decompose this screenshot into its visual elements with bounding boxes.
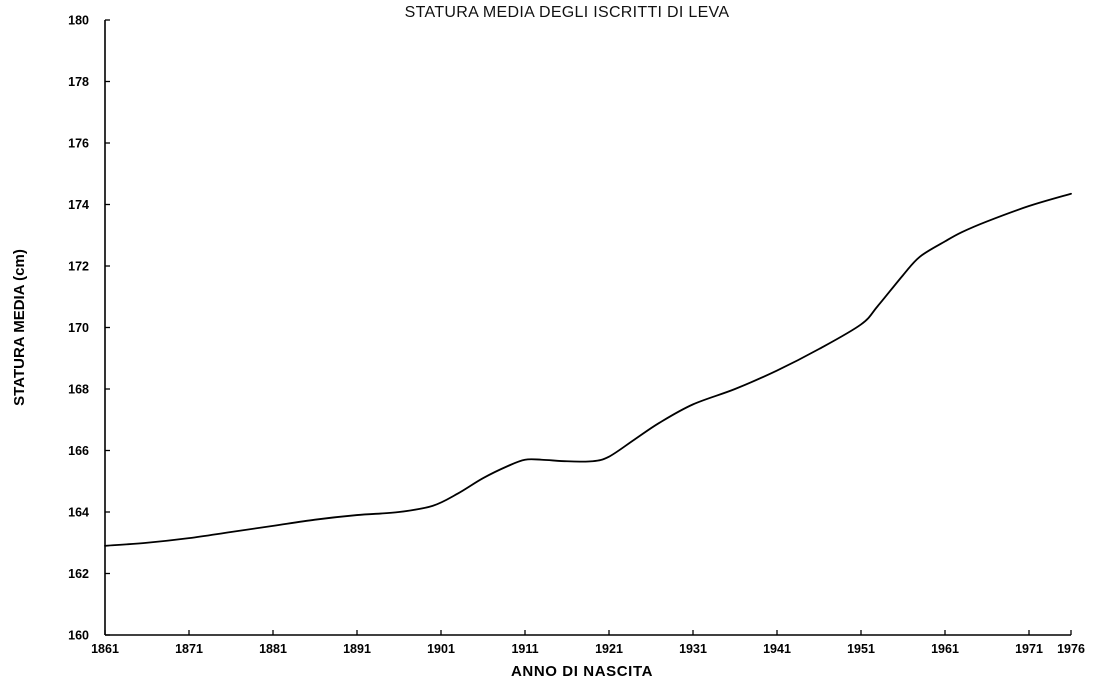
x-tick-label: 1921 (595, 642, 623, 656)
y-tick-label: 176 (68, 137, 89, 151)
y-axis-label: STATURA MEDIA (cm) (11, 249, 28, 406)
x-tick-label: 1931 (679, 642, 707, 656)
x-tick-label: 1971 (1015, 642, 1043, 656)
y-tick-group: 160 162 164 166 168 170 172 174 176 178 180 (68, 14, 110, 643)
y-tick-label: 172 (68, 260, 89, 274)
y-tick-label: 164 (68, 506, 89, 520)
x-tick-label: 1881 (259, 642, 287, 656)
y-tick-label: 170 (68, 321, 89, 335)
chart-title: STATURA MEDIA DEGLI ISCRITTI DI LEVA (405, 4, 730, 21)
x-tick-label: 1911 (511, 642, 538, 656)
x-tick-label: 1976 (1057, 642, 1085, 656)
y-tick-label: 162 (68, 567, 89, 581)
y-tick-label: 160 (68, 629, 89, 643)
y-tick-label: 174 (68, 198, 89, 212)
x-tick-label: 1861 (91, 642, 119, 656)
x-tick-label: 1901 (427, 642, 455, 656)
y-tick-label: 180 (68, 14, 89, 28)
x-tick-label: 1941 (763, 642, 791, 656)
x-tick-label: 1891 (343, 642, 371, 656)
series-group (104, 192, 1072, 547)
y-tick-label: 178 (68, 75, 89, 89)
x-tick-group: 1861 1871 1881 1891 1901 1911 1921 1931 1941 1951… (91, 630, 1085, 656)
x-tick-label: 1871 (175, 642, 203, 656)
x-tick-label: 1951 (847, 642, 875, 656)
y-tick-label: 166 (68, 444, 89, 458)
series-line (104, 192, 1072, 547)
y-tick-label: 168 (68, 383, 89, 397)
x-axis-label: ANNO DI NASCITA (511, 663, 653, 680)
x-tick-label: 1961 (931, 642, 959, 656)
